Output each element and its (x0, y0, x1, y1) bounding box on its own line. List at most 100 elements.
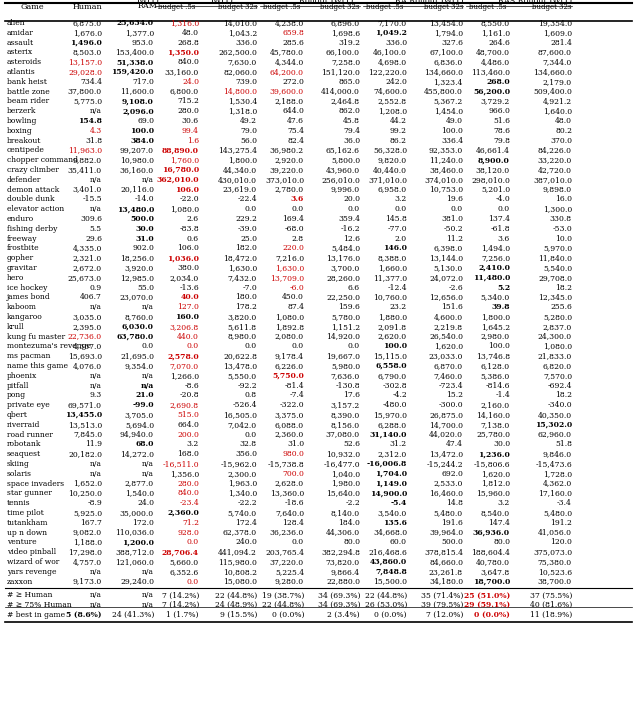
Text: 120.0: 120.0 (550, 539, 572, 547)
Text: 0.0: 0.0 (187, 343, 199, 351)
Text: 3,700.0: 3,700.0 (331, 264, 360, 272)
Text: 739.0: 739.0 (235, 78, 257, 86)
Text: 10,760.0: 10,760.0 (373, 294, 407, 301)
Text: 100.0: 100.0 (383, 343, 407, 351)
Text: 47.6: 47.6 (287, 117, 304, 125)
Text: 6,958.0: 6,958.0 (378, 186, 407, 194)
Text: 664.0: 664.0 (177, 421, 199, 429)
Text: 285.6: 285.6 (282, 38, 304, 46)
Text: -480.0: -480.0 (383, 401, 407, 409)
Text: 216,468.6: 216,468.6 (368, 548, 407, 556)
Text: 9,996.0: 9,996.0 (331, 186, 360, 194)
Text: road runner: road runner (7, 431, 53, 439)
Text: 388,712.0: 388,712.0 (115, 548, 154, 556)
Text: riverraid: riverraid (7, 421, 40, 429)
Text: 5,367.2: 5,367.2 (434, 98, 463, 106)
Text: 268.0: 268.0 (486, 78, 510, 86)
Text: 39,600.0: 39,600.0 (270, 87, 304, 95)
Text: 17.6: 17.6 (343, 391, 360, 399)
Text: 36,980.2: 36,980.2 (270, 146, 304, 155)
Text: chopper command: chopper command (7, 156, 78, 164)
Text: 39,220.0: 39,220.0 (270, 166, 304, 174)
Text: 4,921.2: 4,921.2 (543, 98, 572, 106)
Text: 65,162.6: 65,162.6 (326, 146, 360, 155)
Text: 25,673.0: 25,673.0 (68, 274, 102, 282)
Text: 1,800.0: 1,800.0 (481, 313, 510, 321)
Text: # ≥ 75% Human: # ≥ 75% Human (7, 601, 72, 609)
Text: 36.0: 36.0 (343, 137, 360, 145)
Text: 7 (14.2%): 7 (14.2%) (162, 591, 199, 599)
Text: 5,660.0: 5,660.0 (170, 558, 199, 566)
Text: 2,980.0: 2,980.0 (481, 333, 510, 341)
Text: 22 (44.8%): 22 (44.8%) (365, 591, 407, 599)
Text: budget .5s: budget .5s (262, 3, 300, 11)
Text: 36,160.0: 36,160.0 (120, 166, 154, 174)
Text: 7,630.0: 7,630.0 (228, 58, 257, 67)
Text: n/a: n/a (90, 601, 102, 609)
Text: 281.4: 281.4 (550, 38, 572, 46)
Text: seaquest: seaquest (7, 450, 41, 458)
Text: 5,540.0: 5,540.0 (543, 264, 572, 272)
Text: -814.6: -814.6 (486, 382, 510, 390)
Text: 15,302.0: 15,302.0 (535, 421, 572, 429)
Text: -22.2: -22.2 (237, 499, 257, 508)
Text: 8,760.0: 8,760.0 (125, 313, 154, 321)
Text: -7.4: -7.4 (289, 391, 304, 399)
Text: 51.8: 51.8 (555, 440, 572, 448)
Text: 191.6: 191.6 (441, 519, 463, 527)
Text: 87.4: 87.4 (287, 303, 304, 311)
Text: 87,600.0: 87,600.0 (538, 48, 572, 56)
Text: 24 (48.9%): 24 (48.9%) (215, 601, 257, 609)
Text: 15,080.0: 15,080.0 (223, 578, 257, 586)
Text: 441,094.2: 441,094.2 (218, 548, 257, 556)
Text: 40,350.0: 40,350.0 (538, 411, 572, 419)
Text: 1,704.0: 1,704.0 (375, 470, 407, 478)
Text: 8,388.0: 8,388.0 (378, 254, 407, 262)
Text: 9,354.0: 9,354.0 (125, 362, 154, 370)
Text: 1 (1.7%): 1 (1.7%) (166, 611, 199, 619)
Text: crazy climber: crazy climber (7, 166, 59, 174)
Text: 13,472.0: 13,472.0 (429, 450, 463, 458)
Text: 25 (51.0%): 25 (51.0%) (464, 591, 510, 599)
Text: 122,220.0: 122,220.0 (368, 68, 407, 76)
Text: 20.0: 20.0 (343, 195, 360, 203)
Text: 0.0: 0.0 (245, 205, 257, 213)
Text: 10,808.2: 10,808.2 (223, 568, 257, 576)
Text: 2,690.8: 2,690.8 (170, 401, 199, 409)
Text: 128.4: 128.4 (282, 519, 304, 527)
Text: 9,866.4: 9,866.4 (331, 568, 360, 576)
Text: 2,410.0: 2,410.0 (478, 264, 510, 272)
Text: tennis: tennis (7, 499, 31, 508)
Text: IW(1): IW(1) (136, 0, 159, 5)
Text: 6,870.0: 6,870.0 (434, 362, 463, 370)
Text: 7 (14.2%): 7 (14.2%) (162, 601, 199, 609)
Text: -12.4: -12.4 (387, 283, 407, 291)
Text: -526.4: -526.4 (232, 401, 257, 409)
Text: 34 (69.3%): 34 (69.3%) (317, 591, 360, 599)
Text: 15,960.0: 15,960.0 (476, 489, 510, 497)
Text: 9,082.0: 9,082.0 (73, 529, 102, 536)
Text: -16,477.0: -16,477.0 (323, 460, 360, 468)
Text: 382,294.8: 382,294.8 (321, 548, 360, 556)
Text: -8.6: -8.6 (184, 382, 199, 390)
Text: 2.8: 2.8 (292, 234, 304, 243)
Text: 71.2: 71.2 (182, 519, 199, 527)
Text: 1,340.0: 1,340.0 (228, 489, 257, 497)
Text: 30.6: 30.6 (182, 117, 199, 125)
Text: 29,708.0: 29,708.0 (538, 274, 572, 282)
Text: 2,672.0: 2,672.0 (73, 264, 102, 272)
Text: -22.4: -22.4 (237, 195, 257, 203)
Text: 146.0: 146.0 (383, 244, 407, 252)
Text: 29,028.0: 29,028.0 (68, 68, 102, 76)
Text: -23.4: -23.4 (179, 499, 199, 508)
Text: 1,630.0: 1,630.0 (275, 264, 304, 272)
Text: 12,345.0: 12,345.0 (538, 294, 572, 301)
Text: Game: Game (20, 3, 44, 11)
Text: 4,076.0: 4,076.0 (73, 362, 102, 370)
Text: 2,464.8: 2,464.8 (331, 98, 360, 106)
Text: 1,980.0: 1,980.0 (331, 479, 360, 487)
Text: 21,833.0: 21,833.0 (538, 352, 572, 360)
Text: -6.0: -6.0 (289, 283, 304, 291)
Text: montezuma's revenge: montezuma's revenge (7, 343, 91, 351)
Text: 4,757.0: 4,757.0 (73, 558, 102, 566)
